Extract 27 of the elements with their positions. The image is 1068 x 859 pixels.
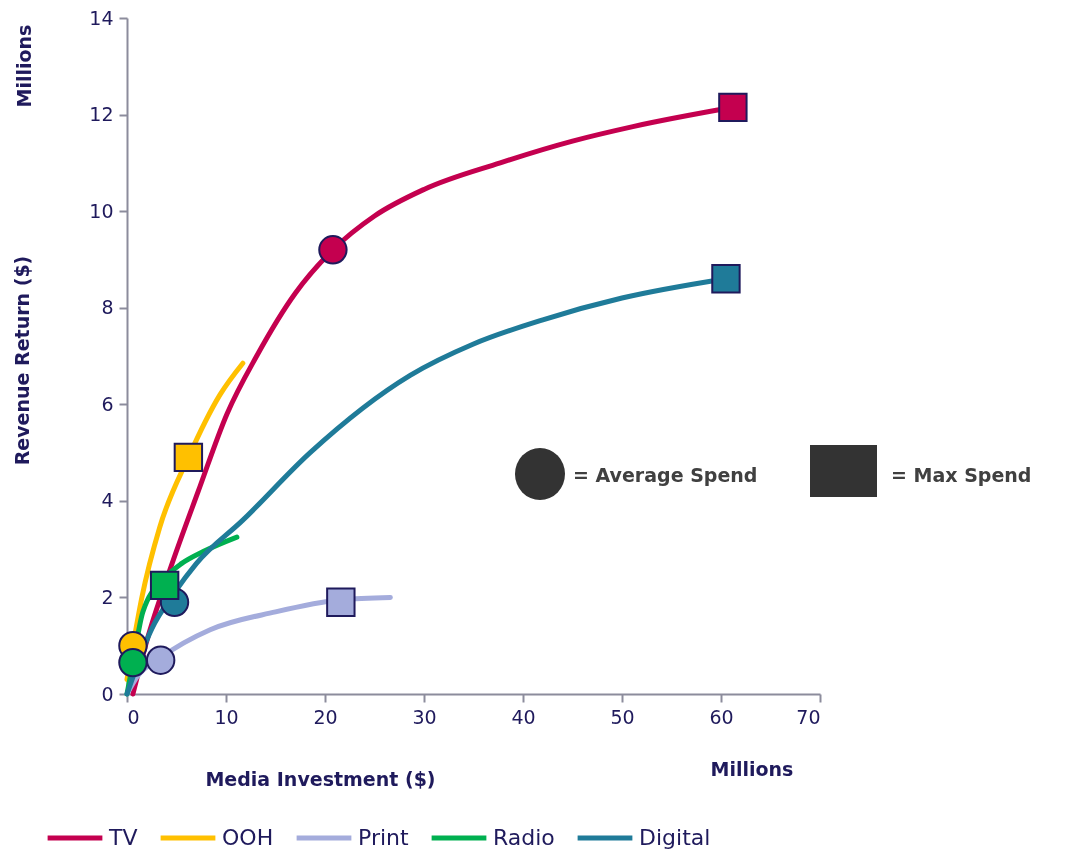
x-tick-label: 30 (412, 705, 437, 728)
y-tick-label: 0 (101, 682, 114, 705)
legend-label: Radio (493, 825, 555, 850)
text: = Max Spend (891, 464, 1032, 486)
legend-label: TV (108, 825, 138, 850)
x-tick-label: 20 (313, 705, 338, 728)
legend-label: OOH (222, 825, 274, 850)
x-tick-label: 40 (511, 705, 536, 728)
x-tick-label: 70 (796, 705, 821, 728)
legend-label: Digital (639, 825, 711, 850)
y-tick-label: 12 (89, 103, 114, 126)
x-tick-label: 10 (214, 705, 239, 728)
annotation: = Average Spend (573, 464, 758, 486)
y-tick-label: 2 (101, 585, 114, 608)
x-tick-label: 60 (709, 705, 734, 728)
x-tick-label: 50 (610, 705, 635, 728)
text: Millions (710, 758, 794, 780)
text: Millions (13, 24, 35, 108)
x-axis-title: Media Investment ($) (205, 767, 436, 790)
x-tick-label: 0 (127, 705, 140, 728)
y-tick-label: 6 (101, 392, 114, 415)
y-tick-label: 4 (101, 489, 114, 512)
y-axis-title: Revenue Return ($) (10, 255, 33, 466)
legend-label: Print (358, 825, 409, 850)
y-tick-label: 8 (101, 296, 114, 319)
y-tick-label: 10 (89, 199, 114, 222)
y-tick-label: 14 (89, 6, 114, 29)
